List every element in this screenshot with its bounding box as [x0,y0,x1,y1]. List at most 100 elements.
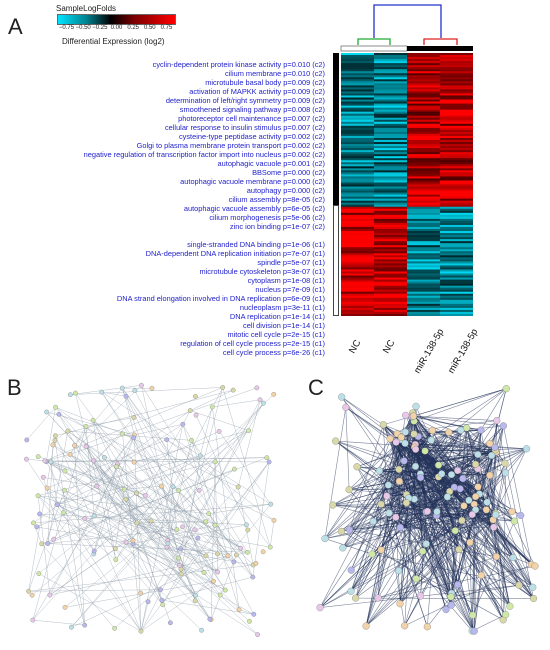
heatmap-cell [341,202,375,206]
network-node [159,483,165,489]
network-node [61,510,66,515]
heatmap-cell [440,313,473,316]
network-edge [413,421,459,585]
network-node [443,493,451,501]
heatmap-cell [341,263,375,266]
heatmap-cell [374,168,408,171]
network-node [189,438,194,443]
heatmap-cell [407,119,441,123]
network-node [493,417,501,425]
heatmap-cell [374,101,408,105]
heatmap-cell [440,216,473,220]
heatmap-cell [374,297,408,301]
term-label-c1: spindle p=5e-07 (c1) [257,258,325,267]
network-edge [404,443,407,495]
heatmap-cell [341,247,375,250]
network-edge [332,504,437,516]
group-bar-nc [340,45,408,52]
heatmap-cell [341,85,375,88]
network-edge [50,461,137,494]
heatmap-cell [374,166,408,169]
network-edge [356,466,380,472]
network-node [207,616,213,622]
network-edge [37,495,142,632]
network-node [386,435,394,443]
heatmap-cell [440,301,473,305]
network-edge [94,515,226,591]
network-edge [195,504,271,596]
network-edge [116,424,183,467]
network-edge [47,543,248,553]
heatmap-cell [341,158,375,161]
network-node [170,484,176,490]
heatmap-cell [341,83,375,86]
network-edge [140,424,184,632]
network-node [212,522,218,528]
network-edge [93,463,118,552]
network-node [121,486,127,492]
network-edge [182,424,240,610]
dendrogram-mir-link [423,38,458,45]
network-node [176,555,181,561]
heatmap-cell [440,127,473,131]
heatmap-cell [407,271,441,275]
network-edge [140,557,179,632]
network-edge [124,489,182,570]
heatmap-cell [374,79,408,82]
heatmap-cell [341,305,375,309]
network-edge [69,426,87,455]
network-edge [462,478,494,528]
network-edge [208,503,271,514]
heatmap-cell [374,107,408,111]
column-label-nc-2: NC [381,338,398,356]
heatmap-cell [440,200,473,204]
network-edge [441,430,462,474]
network-node [65,428,71,434]
heatmap-cell [440,212,473,216]
heatmap-cell [374,99,408,103]
heatmap-cell [440,251,473,254]
heatmap-cell [374,119,408,123]
heatmap-cell [374,299,408,303]
network-edge [71,430,249,628]
heatmap-cell [374,222,408,226]
network-edge [415,430,433,445]
network-edge [425,473,442,544]
heatmap-cell [341,208,375,212]
network-node [50,442,56,448]
network-node [510,517,518,525]
network-node [342,403,350,411]
heatmap-cell [341,123,375,127]
network-edge [28,564,254,592]
heatmap-cell [440,91,473,94]
heatmap-cell [407,313,441,316]
heatmap-cell [407,83,441,86]
heatmap-cell [407,176,441,179]
heatmap-cell [341,224,375,228]
heatmap-cell [341,125,375,129]
heatmap-cell [341,117,375,121]
network-edge [386,495,475,632]
network-node [196,487,202,493]
heatmap-cell [374,226,408,230]
heatmap-cell [407,275,441,279]
heatmap-cell [407,144,441,147]
heatmap-cell [374,77,408,80]
heatmap-cell [407,281,441,285]
heatmap-cell [407,65,441,68]
heatmap-cell [440,241,473,244]
heatmap-cell [341,235,375,238]
network-edge [324,538,373,555]
network-edge [341,509,487,532]
heatmap-cell [374,261,408,264]
network-node [472,460,480,468]
network-node [447,601,455,609]
network-node [159,597,165,603]
heatmap-cell [374,307,408,311]
network-node [176,488,181,493]
network-edge [133,437,196,596]
network-node [492,553,501,561]
network-edge [178,490,254,566]
network-node [91,548,97,554]
heatmap-cell [407,67,441,70]
